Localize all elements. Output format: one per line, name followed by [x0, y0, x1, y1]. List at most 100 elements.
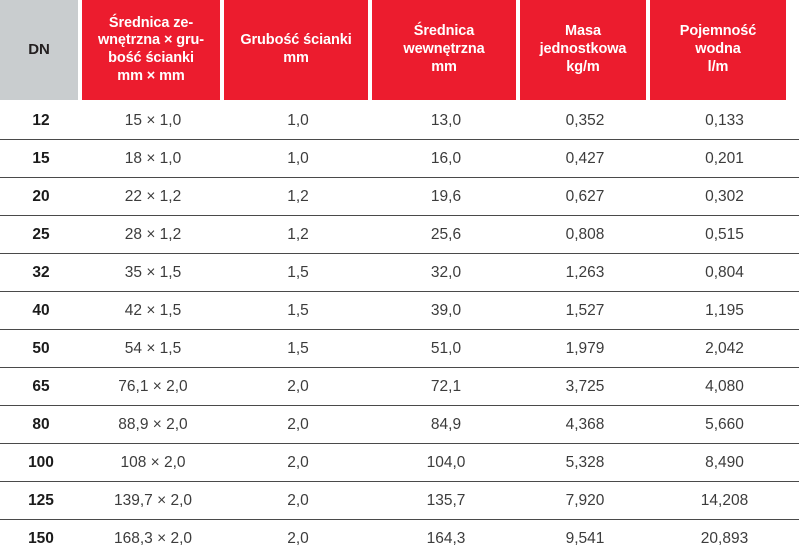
column-header-label-wall: Grubość ścianki mm	[224, 0, 368, 100]
table-header: DN Średnica ze-wnętrzna × gru-bość ściank…	[0, 0, 799, 100]
cell-dn: 12	[0, 100, 82, 140]
header-text: Pojemność wodna l/m	[679, 23, 757, 75]
table-row: 20 22 × 1,2 1,2 19,6 0,627 0,302	[0, 178, 799, 216]
cell-outer-diameter-x-wall-thickness: 108 × 2,0	[82, 444, 224, 482]
header-row: DN Średnica ze-wnętrzna × gru-bość ściank…	[0, 0, 799, 100]
table-row: 125 139,7 × 2,0 2,0 135,7 7,920 14,208	[0, 482, 799, 520]
cell-wall-thickness: 2,0	[224, 368, 372, 406]
cell-outer-diameter-x-wall-thickness: 42 × 1,5	[82, 292, 224, 330]
column-header-label-unit-mass: Masa jednostkowa kg/m	[520, 0, 646, 100]
cell-unit-mass: 0,352	[520, 100, 650, 140]
column-header-water-volume: Pojemność wodna l/m	[650, 0, 799, 100]
cell-outer-diameter-x-wall-thickness: 22 × 1,2	[82, 178, 224, 216]
column-header-wall: Grubość ścianki mm	[224, 0, 372, 100]
cell-outer-diameter-x-wall-thickness: 88,9 × 2,0	[82, 406, 224, 444]
cell-inner-diameter: 13,0	[372, 100, 520, 140]
cell-water-volume: 5,660	[650, 406, 799, 444]
cell-dn: 80	[0, 406, 82, 444]
cell-unit-mass: 3,725	[520, 368, 650, 406]
cell-water-volume: 0,804	[650, 254, 799, 292]
column-header-od-x-wall: Średnica ze-wnętrzna × gru-bość ścianki m…	[82, 0, 224, 100]
cell-inner-diameter: 39,0	[372, 292, 520, 330]
cell-inner-diameter: 84,9	[372, 406, 520, 444]
cell-dn: 100	[0, 444, 82, 482]
column-header-label-id-inner: Średnica wewnętrzna mm	[372, 0, 516, 100]
cell-water-volume: 20,893	[650, 520, 799, 557]
cell-wall-thickness: 1,2	[224, 178, 372, 216]
cell-wall-thickness: 2,0	[224, 482, 372, 520]
cell-unit-mass: 0,808	[520, 216, 650, 254]
cell-unit-mass: 0,627	[520, 178, 650, 216]
table-row: 12 15 × 1,0 1,0 13,0 0,352 0,133	[0, 100, 799, 140]
cell-inner-diameter: 104,0	[372, 444, 520, 482]
cell-water-volume: 14,208	[650, 482, 799, 520]
table-row: 150 168,3 × 2,0 2,0 164,3 9,541 20,893	[0, 520, 799, 557]
cell-inner-diameter: 19,6	[372, 178, 520, 216]
cell-unit-mass: 5,328	[520, 444, 650, 482]
cell-water-volume: 0,201	[650, 140, 799, 178]
cell-outer-diameter-x-wall-thickness: 76,1 × 2,0	[82, 368, 224, 406]
table-row: 25 28 × 1,2 1,2 25,6 0,808 0,515	[0, 216, 799, 254]
header-text: DN	[28, 40, 50, 58]
table-body: 12 15 × 1,0 1,0 13,0 0,352 0,133 15 18 × 1,0 1,0…	[0, 100, 799, 557]
column-header-unit-mass: Masa jednostkowa kg/m	[520, 0, 650, 100]
cell-outer-diameter-x-wall-thickness: 15 × 1,0	[82, 100, 224, 140]
cell-unit-mass: 0,427	[520, 140, 650, 178]
cell-outer-diameter-x-wall-thickness: 35 × 1,5	[82, 254, 224, 292]
cell-dn: 40	[0, 292, 82, 330]
table-row: 80 88,9 × 2,0 2,0 84,9 4,368 5,660	[0, 406, 799, 444]
cell-wall-thickness: 1,5	[224, 330, 372, 368]
cell-dn: 15	[0, 140, 82, 178]
cell-water-volume: 0,515	[650, 216, 799, 254]
cell-water-volume: 2,042	[650, 330, 799, 368]
header-text: Średnica wewnętrzna mm	[403, 23, 485, 75]
cell-outer-diameter-x-wall-thickness: 54 × 1,5	[82, 330, 224, 368]
cell-inner-diameter: 135,7	[372, 482, 520, 520]
cell-wall-thickness: 1,0	[224, 140, 372, 178]
cell-water-volume: 8,490	[650, 444, 799, 482]
cell-unit-mass: 1,527	[520, 292, 650, 330]
cell-inner-diameter: 32,0	[372, 254, 520, 292]
cell-wall-thickness: 1,2	[224, 216, 372, 254]
cell-outer-diameter-x-wall-thickness: 168,3 × 2,0	[82, 520, 224, 557]
column-header-label-dn: DN	[0, 0, 78, 100]
cell-unit-mass: 1,263	[520, 254, 650, 292]
cell-inner-diameter: 164,3	[372, 520, 520, 557]
header-text: Masa jednostkowa kg/m	[539, 23, 627, 75]
cell-wall-thickness: 1,5	[224, 292, 372, 330]
cell-unit-mass: 7,920	[520, 482, 650, 520]
table-row: 40 42 × 1,5 1,5 39,0 1,527 1,195	[0, 292, 799, 330]
cell-dn: 20	[0, 178, 82, 216]
cell-dn: 65	[0, 368, 82, 406]
table-row: 65 76,1 × 2,0 2,0 72,1 3,725 4,080	[0, 368, 799, 406]
cell-unit-mass: 4,368	[520, 406, 650, 444]
cell-wall-thickness: 2,0	[224, 520, 372, 557]
table-row: 50 54 × 1,5 1,5 51,0 1,979 2,042	[0, 330, 799, 368]
cell-unit-mass: 1,979	[520, 330, 650, 368]
cell-water-volume: 0,133	[650, 100, 799, 140]
table-row: 32 35 × 1,5 1,5 32,0 1,263 0,804	[0, 254, 799, 292]
cell-dn: 150	[0, 520, 82, 557]
cell-outer-diameter-x-wall-thickness: 139,7 × 2,0	[82, 482, 224, 520]
column-header-id-inner: Średnica wewnętrzna mm	[372, 0, 520, 100]
cell-inner-diameter: 51,0	[372, 330, 520, 368]
cell-water-volume: 1,195	[650, 292, 799, 330]
cell-wall-thickness: 1,5	[224, 254, 372, 292]
cell-wall-thickness: 1,0	[224, 100, 372, 140]
cell-outer-diameter-x-wall-thickness: 28 × 1,2	[82, 216, 224, 254]
cell-water-volume: 4,080	[650, 368, 799, 406]
table-row: 15 18 × 1,0 1,0 16,0 0,427 0,201	[0, 140, 799, 178]
cell-dn: 25	[0, 216, 82, 254]
column-header-label-od-x-wall: Średnica ze-wnętrzna × gru-bość ścianki m…	[82, 0, 220, 100]
column-header-label-water-volume: Pojemność wodna l/m	[650, 0, 786, 100]
header-text: Grubość ścianki mm	[240, 32, 352, 66]
cell-dn: 32	[0, 254, 82, 292]
cell-dn: 50	[0, 330, 82, 368]
column-header-dn: DN	[0, 0, 82, 100]
cell-dn: 125	[0, 482, 82, 520]
header-text: Średnica ze-wnętrzna × gru-bość ścianki m…	[97, 14, 205, 84]
cell-inner-diameter: 16,0	[372, 140, 520, 178]
cell-inner-diameter: 25,6	[372, 216, 520, 254]
